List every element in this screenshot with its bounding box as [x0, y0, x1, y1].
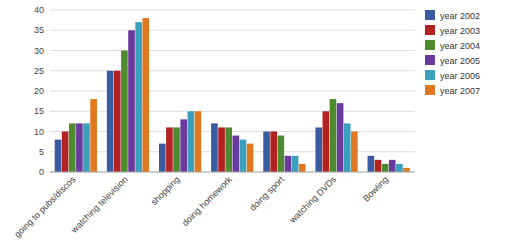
grid-line	[50, 30, 415, 31]
legend-swatch	[425, 10, 435, 20]
grid-line	[50, 131, 415, 132]
bar	[135, 22, 142, 172]
grid-line	[50, 91, 415, 92]
bar	[278, 136, 285, 172]
legend-label: year 2002	[440, 11, 480, 21]
y-tick-label: 30	[34, 46, 44, 56]
legend-swatch	[425, 55, 435, 65]
bar	[323, 111, 330, 172]
x-tick-label: watching DVDs	[287, 174, 339, 226]
bar	[69, 123, 76, 172]
bar	[166, 127, 173, 172]
bar	[107, 71, 114, 172]
bar	[62, 132, 69, 173]
legend-label: year 2005	[440, 56, 480, 66]
bar	[389, 160, 396, 172]
bar	[187, 111, 194, 172]
bar	[263, 132, 270, 173]
y-tick-label: 35	[34, 25, 44, 35]
bar	[83, 123, 90, 172]
bar	[396, 164, 403, 172]
bar	[247, 144, 254, 172]
bar	[292, 156, 299, 172]
y-tick-label: 40	[34, 5, 44, 15]
bar	[344, 123, 351, 172]
bar	[382, 164, 389, 172]
legend-label: year 2007	[440, 86, 480, 96]
grid-line	[50, 111, 415, 112]
bar	[368, 156, 375, 172]
legend-swatch	[425, 70, 435, 80]
legend-label: year 2004	[440, 41, 480, 51]
x-axis-line	[50, 172, 415, 173]
bar	[159, 144, 166, 172]
grid-line	[50, 70, 415, 71]
y-tick-label: 5	[39, 147, 44, 157]
grid-line	[50, 10, 415, 11]
bar	[403, 168, 410, 172]
grid	[50, 10, 415, 172]
bar	[315, 127, 322, 172]
grid-line	[50, 50, 415, 51]
bar	[90, 99, 97, 172]
bar	[299, 164, 306, 172]
bar	[375, 160, 382, 172]
bar	[233, 136, 240, 172]
legend-label: year 2003	[440, 26, 480, 36]
bar	[128, 30, 135, 172]
bar	[55, 140, 62, 172]
bar	[285, 156, 292, 172]
bar	[180, 119, 187, 172]
legend-swatch	[425, 40, 435, 50]
legend: year 2002 year 2003 year 2004 year 2005 year…	[425, 10, 480, 96]
grid-line	[50, 172, 415, 173]
bar	[270, 132, 277, 173]
bar	[211, 123, 218, 172]
x-tick-label: Bowling	[361, 174, 390, 203]
y-tick-label: 0	[39, 167, 44, 177]
x-tick-label: doing homework	[180, 174, 234, 228]
y-tick-label: 20	[34, 86, 44, 96]
bar	[225, 127, 232, 172]
legend-label: year 2006	[440, 71, 480, 81]
x-tick-label: watching television	[68, 174, 129, 235]
x-tick-label: going to pubs/discos	[12, 174, 77, 239]
legend-swatch	[425, 25, 435, 35]
y-tick-label: 25	[34, 66, 44, 76]
y-tick-label: 10	[34, 127, 44, 137]
bars	[55, 18, 410, 172]
legend-swatch	[425, 85, 435, 95]
bar	[337, 103, 344, 172]
chart: 0510152025303540going to pubs/discoswatc…	[0, 0, 512, 250]
bar	[240, 140, 247, 172]
x-tick-label: shopping	[149, 174, 182, 207]
bar	[218, 127, 225, 172]
y-tick-label: 15	[34, 106, 44, 116]
bar	[76, 123, 83, 172]
bar	[114, 71, 121, 172]
x-tick-label: doing sport	[247, 174, 286, 213]
bar	[351, 132, 358, 173]
bar	[142, 18, 149, 172]
bar	[121, 51, 128, 173]
bar	[330, 99, 337, 172]
bar	[195, 111, 202, 172]
bar	[173, 127, 180, 172]
